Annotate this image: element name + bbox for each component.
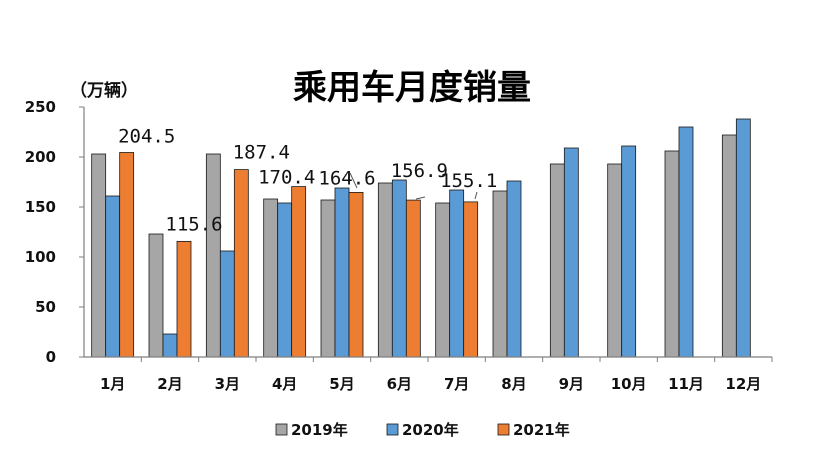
- bar-2019年-6月: [377, 182, 393, 358]
- data-label-leader-line: [415, 196, 426, 200]
- data-label-2021: 115.6: [165, 213, 222, 235]
- bars-group: [91, 118, 773, 362]
- bar-2021年-2月: [176, 240, 192, 358]
- y-tick-label: 100: [25, 248, 56, 266]
- data-label-2021: 204.5: [118, 126, 175, 148]
- y-tick-label: 250: [25, 98, 56, 116]
- bar-2020年-12月: [735, 118, 751, 358]
- bar-2020年-7月: [449, 189, 465, 358]
- x-axis-labels: 1月 2月 3月 4月 5月 6月 7月 8月 9月 10月 11月 12月: [100, 375, 761, 393]
- bar-2020年-2月: [162, 333, 178, 358]
- data-label-2021: 155.1: [440, 170, 497, 192]
- legend-swatch: [386, 423, 399, 436]
- data-label-leader-line: [349, 172, 358, 189]
- chart-title: 乘用车月度销量: [293, 68, 531, 108]
- bar-2019年-9月: [549, 163, 565, 358]
- bar-2019年-1月: [91, 153, 107, 358]
- legend-label: 2020年: [402, 421, 459, 439]
- x-category-label: 5月: [329, 375, 354, 393]
- legend-label: 2021年: [513, 421, 570, 439]
- bar-2019年-8月: [492, 190, 508, 358]
- legend: 2019年 2020年 2021年: [275, 421, 570, 439]
- bar-2019年-3月: [205, 153, 221, 358]
- bar-2019年-10月: [607, 163, 623, 358]
- x-category-label: 1月: [100, 375, 125, 393]
- x-category-label: 9月: [559, 375, 584, 393]
- y-tick-label: 50: [35, 298, 56, 316]
- bar-2021年-4月: [291, 186, 307, 358]
- data-label-2021: 170.4: [258, 167, 315, 189]
- bar-2020年-9月: [563, 147, 579, 358]
- x-category-label: 10月: [611, 375, 647, 393]
- data-label-2021: 164.6: [318, 167, 375, 189]
- y-tick-label: 200: [25, 148, 56, 166]
- x-category-label: 3月: [215, 375, 240, 393]
- bar-2019年-2月: [148, 233, 164, 358]
- x-category-label: 12月: [725, 375, 761, 393]
- y-axis-ticks: 0 50 100 150 200 250: [25, 98, 84, 366]
- y-axis-unit-label: （万辆）: [70, 80, 138, 101]
- bar-2020年-4月: [277, 202, 293, 358]
- x-category-label: 8月: [501, 375, 526, 393]
- x-category-label: 7月: [444, 375, 469, 393]
- data-label-leader-line: [474, 191, 478, 200]
- bar-2019年-5月: [320, 199, 336, 358]
- data-label-2021: 187.4: [233, 142, 290, 164]
- bar-2021年-5月: [348, 191, 364, 358]
- x-category-label: 2月: [157, 375, 182, 393]
- bar-2021年-1月: [119, 152, 135, 358]
- bar-2020年-3月: [219, 250, 235, 358]
- x-category-label: 6月: [387, 375, 412, 393]
- bar-2020年-5月: [334, 187, 350, 358]
- bar-2020年-8月: [506, 180, 522, 358]
- bar-2019年-11月: [664, 150, 680, 358]
- bar-2021年-3月: [233, 169, 249, 358]
- bar-2019年-7月: [435, 202, 451, 358]
- legend-swatch: [275, 423, 288, 436]
- bar-2020年-1月: [105, 195, 121, 358]
- y-tick-label: 150: [25, 198, 56, 216]
- x-category-label: 11月: [668, 375, 704, 393]
- legend-swatch: [497, 423, 510, 436]
- x-category-label: 4月: [272, 375, 297, 393]
- bar-2021年-7月: [463, 201, 479, 358]
- data-label-2021: 156.9: [391, 160, 448, 182]
- bar-2019年-12月: [721, 134, 737, 358]
- bar-2020年-11月: [678, 126, 694, 358]
- legend-label: 2019年: [291, 421, 348, 439]
- bar-2020年-6月: [391, 179, 407, 358]
- bar-2020年-10月: [621, 145, 637, 358]
- bar-2019年-4月: [263, 198, 279, 358]
- bar-2021年-6月: [405, 199, 421, 358]
- y-tick-label: 0: [46, 348, 56, 366]
